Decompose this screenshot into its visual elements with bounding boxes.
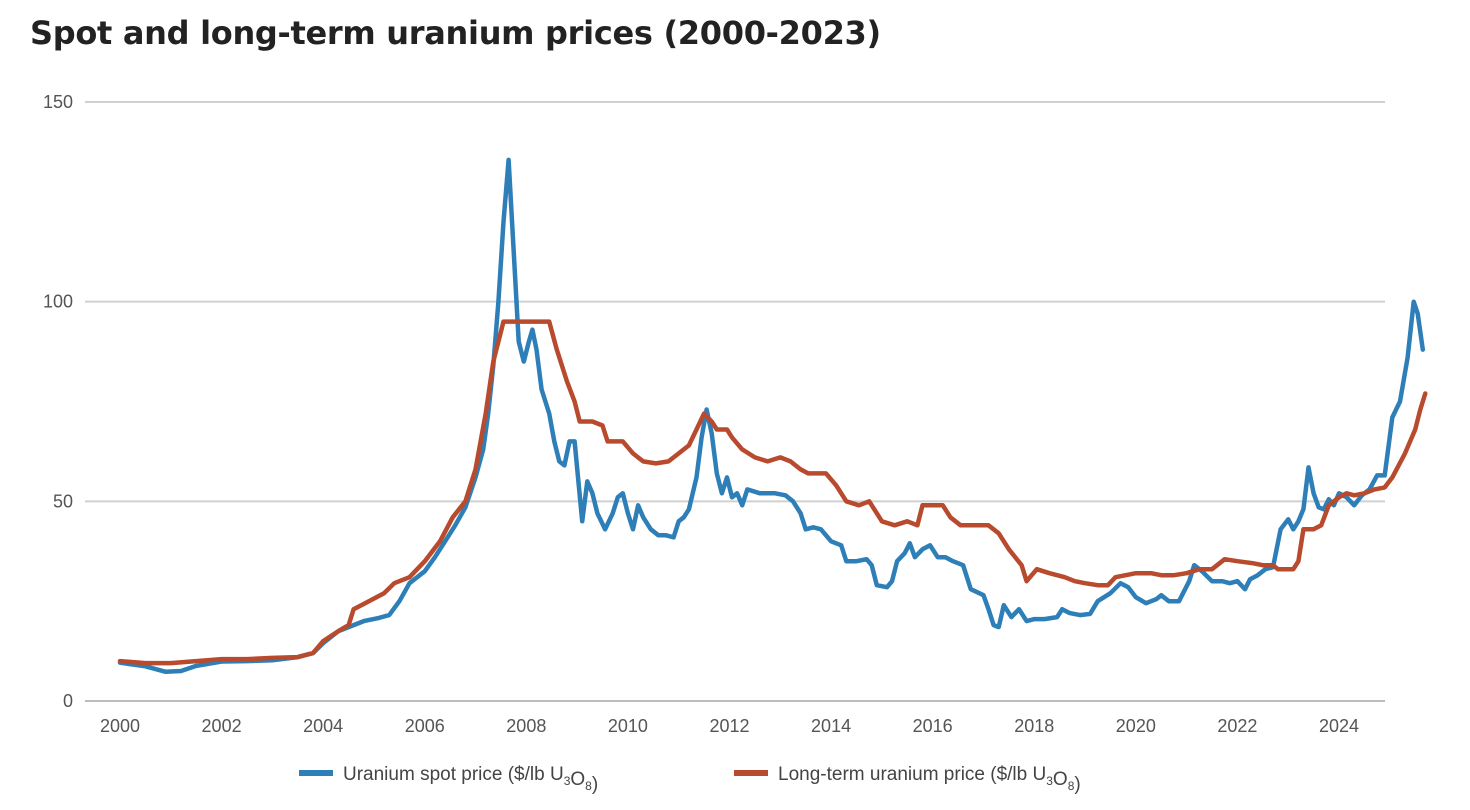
legend-label: Uranium spot price ($/lb U3O8)	[343, 764, 598, 795]
y-tick-label: 100	[43, 292, 73, 312]
x-tick-label: 2010	[608, 716, 648, 736]
y-axis-ticks: 0 50 100 150	[43, 92, 73, 711]
x-tick-label: 2002	[202, 716, 242, 736]
x-tick-label: 2004	[303, 716, 343, 736]
x-tick-label: 2014	[811, 716, 851, 736]
y-tick-label: 150	[43, 92, 73, 112]
legend-swatch	[299, 770, 333, 776]
x-tick-label: 2020	[1116, 716, 1156, 736]
x-tick-label: 2024	[1319, 716, 1359, 736]
legend-swatch	[734, 770, 768, 776]
x-tick-label: 2006	[405, 716, 445, 736]
legend-label: Long-term uranium price ($/lb U3O8)	[778, 764, 1081, 795]
x-tick-label: 2008	[506, 716, 546, 736]
y-tick-label: 50	[53, 491, 73, 511]
x-tick-label: 2012	[709, 716, 749, 736]
series-lines	[117, 157, 1428, 675]
grid-lines	[85, 101, 1385, 702]
y-tick-label: 0	[63, 691, 73, 711]
chart-title: Spot and long-term uranium prices (2000-…	[30, 14, 881, 52]
legend-item-2: Long-term uranium price ($/lb U3O8)	[734, 764, 1081, 795]
series-line-1	[117, 157, 1426, 675]
legend: Uranium spot price ($/lb U3O8) Long-term …	[299, 764, 1081, 795]
x-tick-label: 2016	[913, 716, 953, 736]
legend-item-1: Uranium spot price ($/lb U3O8)	[299, 764, 598, 795]
x-axis-ticks: 2000 2002 2004 2006 2008 2010 2012 2014 2016 2018…	[100, 716, 1359, 736]
x-tick-label: 2022	[1217, 716, 1257, 736]
x-tick-label: 2000	[100, 716, 140, 736]
series-line-2	[117, 319, 1428, 666]
x-tick-label: 2018	[1014, 716, 1054, 736]
